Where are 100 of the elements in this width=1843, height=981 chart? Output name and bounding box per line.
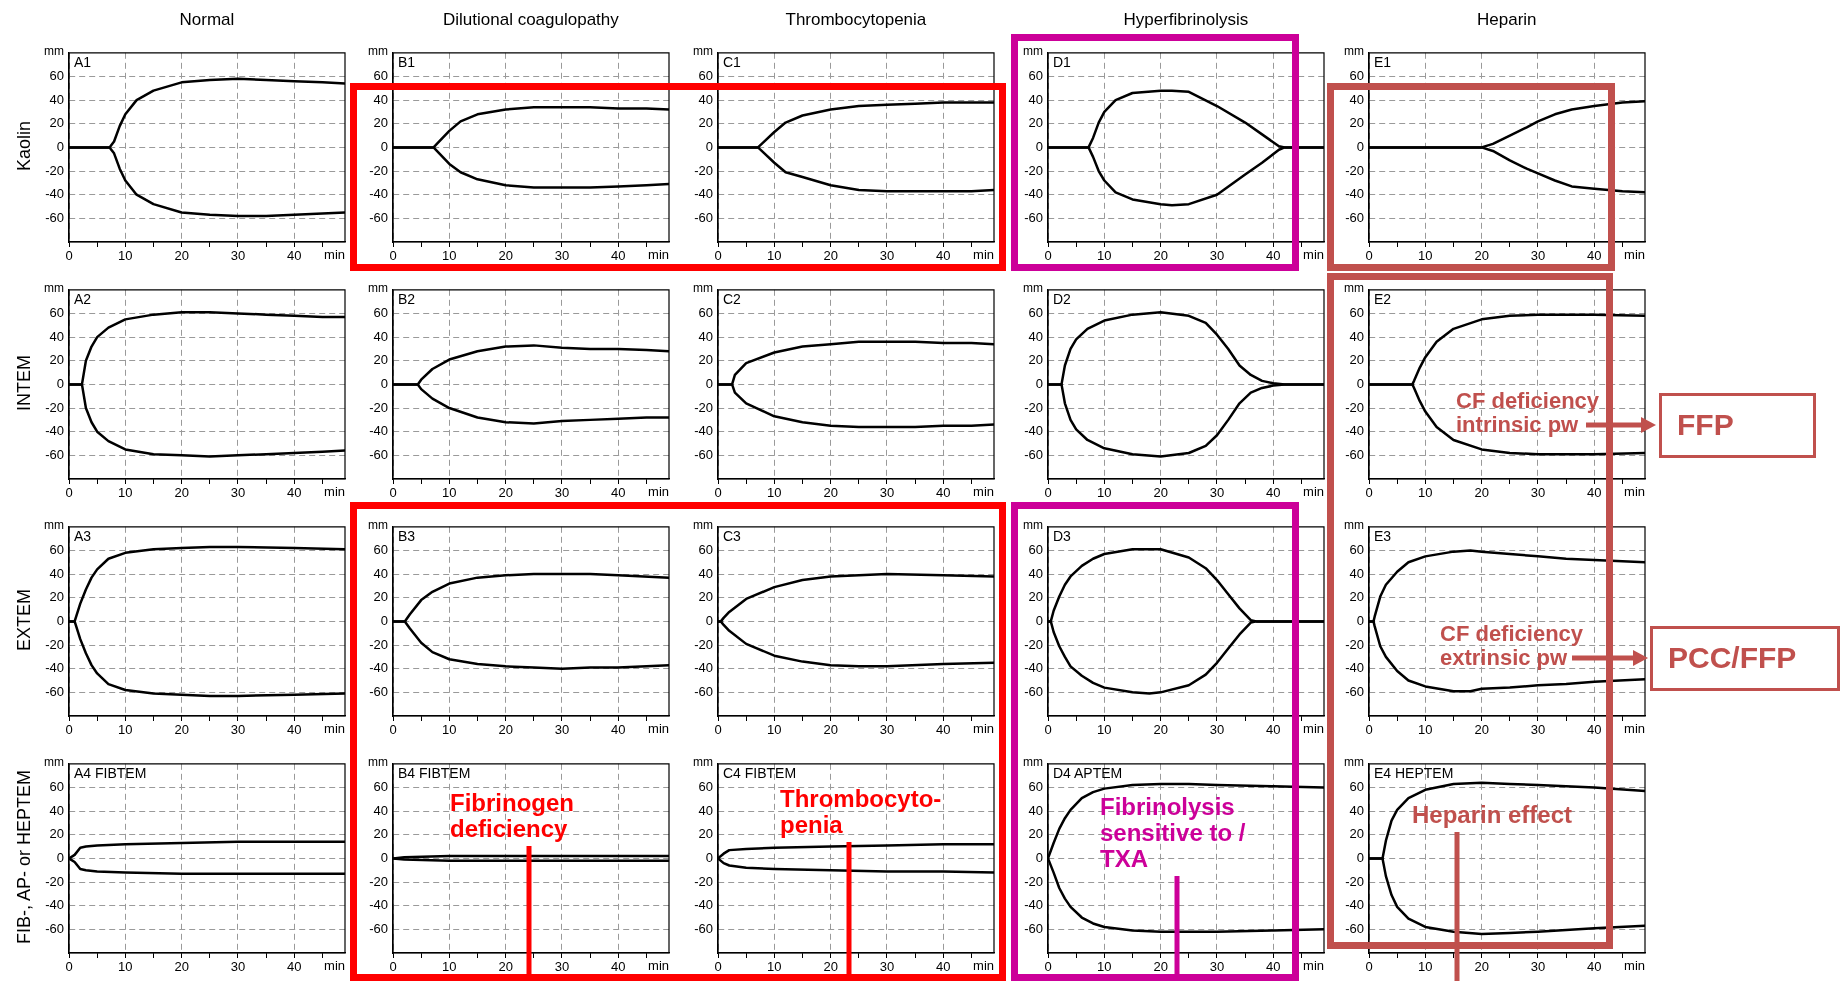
chart-title: C2: [723, 290, 742, 307]
chart-subtitle: Hyperfibrinolysis: [1123, 10, 1249, 30]
x-tick-label: 40: [936, 248, 951, 264]
x-axis-title: min: [648, 958, 669, 974]
y-tick-label: 60: [373, 542, 388, 558]
y-tick-label: -60: [1024, 683, 1043, 699]
y-tick-label: 20: [1349, 589, 1364, 605]
x-tick-label: 20: [1474, 722, 1489, 738]
x-tick-label: 40: [936, 722, 951, 738]
y-tick-label: -20: [1024, 636, 1043, 652]
y-axis-title: mm: [1023, 281, 1043, 296]
x-tick-label: 10: [1418, 722, 1433, 738]
y-tick-label: 20: [698, 352, 713, 368]
y-tick-label: 0: [1356, 375, 1364, 391]
chart-title: E1: [1374, 53, 1392, 70]
x-tick-label: 30: [230, 248, 246, 264]
x-tick-label: 10: [442, 959, 457, 975]
text: FFP: [1677, 408, 1734, 443]
x-tick-label: 20: [174, 485, 189, 501]
x-tick-label: 40: [287, 485, 302, 501]
y-tick-label: 40: [373, 802, 388, 818]
x-tick-label: 10: [767, 959, 782, 975]
y-tick-label: -20: [369, 636, 388, 652]
y-tick-label: 0: [705, 849, 713, 865]
y-tick-label: -60: [694, 920, 713, 936]
x-tick-label: 30: [554, 248, 570, 264]
y-tick-label: -60: [45, 920, 64, 936]
y-tick-label: -40: [694, 423, 713, 439]
y-axis-title: mm: [693, 518, 713, 533]
x-tick-label: 10: [1097, 248, 1112, 264]
x-tick-label: 20: [1474, 248, 1489, 264]
y-tick-label: 40: [373, 91, 388, 107]
x-axis-title: min: [1303, 721, 1324, 737]
y-tick-label: 20: [1028, 589, 1043, 605]
y-axis-title: mm: [1344, 44, 1364, 59]
y-tick-label: 40: [1028, 802, 1043, 818]
y-tick-label: 0: [1356, 849, 1364, 865]
y-tick-label: -60: [369, 920, 388, 936]
chart-title: B3: [398, 527, 416, 544]
y-tick-label: -20: [1345, 636, 1364, 652]
y-tick-label: -20: [694, 873, 713, 889]
y-tick-label: -20: [369, 162, 388, 178]
chart-subtitle: Heparin: [1477, 10, 1537, 30]
y-tick-label: 0: [380, 849, 388, 865]
y-tick-label: -20: [45, 399, 64, 415]
y-tick-label: 40: [1349, 802, 1364, 818]
y-tick-label: -60: [694, 683, 713, 699]
y-tick-label: 0: [380, 138, 388, 154]
y-tick-label: 20: [373, 352, 388, 368]
x-tick-label: 30: [879, 485, 895, 501]
chart-title: B4 FIBTEM: [398, 764, 471, 781]
x-tick-label: 40: [1266, 959, 1281, 975]
chart-title: D4 APTEM: [1053, 764, 1123, 781]
y-tick-label: -40: [369, 897, 388, 913]
y-tick-label: 60: [698, 779, 713, 795]
y-tick-label: -40: [1345, 660, 1364, 676]
x-tick-label: 20: [823, 959, 838, 975]
y-tick-label: -20: [1024, 399, 1043, 415]
y-tick-label: -40: [1024, 186, 1043, 202]
x-tick-label: 40: [1266, 485, 1281, 501]
y-tick-label: 60: [698, 542, 713, 558]
y-tick-label: 40: [49, 91, 64, 107]
x-axis-title: min: [324, 484, 345, 500]
x-tick-label: 30: [1530, 722, 1546, 738]
y-tick-label: 60: [1349, 542, 1364, 558]
x-tick-label: 40: [1587, 722, 1602, 738]
y-tick-label: -60: [369, 209, 388, 225]
y-tick-label: -20: [369, 399, 388, 415]
chart-subtitle: Thrombocytopenia: [785, 10, 927, 30]
y-tick-label: 20: [49, 115, 64, 131]
y-axis-title: mm: [44, 281, 64, 296]
x-tick-label: 40: [1266, 722, 1281, 738]
x-axis-title: min: [648, 721, 669, 737]
y-tick-label: 40: [49, 328, 64, 344]
y-axis-title: mm: [693, 755, 713, 770]
x-axis-title: min: [1624, 247, 1645, 263]
y-tick-label: 20: [698, 589, 713, 605]
x-tick-label: 30: [230, 485, 246, 501]
y-tick-label: -20: [1345, 873, 1364, 889]
y-tick-label: 0: [380, 612, 388, 628]
y-tick-label: -60: [45, 209, 64, 225]
y-tick-label: -40: [369, 660, 388, 676]
y-tick-label: -20: [694, 162, 713, 178]
y-axis-title: mm: [1023, 44, 1043, 59]
x-tick-label: 40: [611, 959, 626, 975]
x-tick-label: 40: [936, 485, 951, 501]
x-tick-label: 10: [767, 722, 782, 738]
text: INTEM: [13, 355, 35, 411]
x-axis-title: min: [1624, 484, 1645, 500]
y-tick-label: -60: [369, 446, 388, 462]
y-axis-title: mm: [368, 44, 388, 59]
y-tick-label: -40: [369, 423, 388, 439]
y-tick-label: 0: [1035, 612, 1043, 628]
x-tick-label: 40: [1587, 248, 1602, 264]
y-tick-label: 0: [56, 849, 64, 865]
y-tick-label: 20: [373, 826, 388, 842]
y-tick-label: 60: [1028, 68, 1043, 84]
chart-title: D2: [1053, 290, 1072, 307]
y-tick-label: 60: [49, 542, 64, 558]
y-tick-label: -40: [45, 423, 64, 439]
